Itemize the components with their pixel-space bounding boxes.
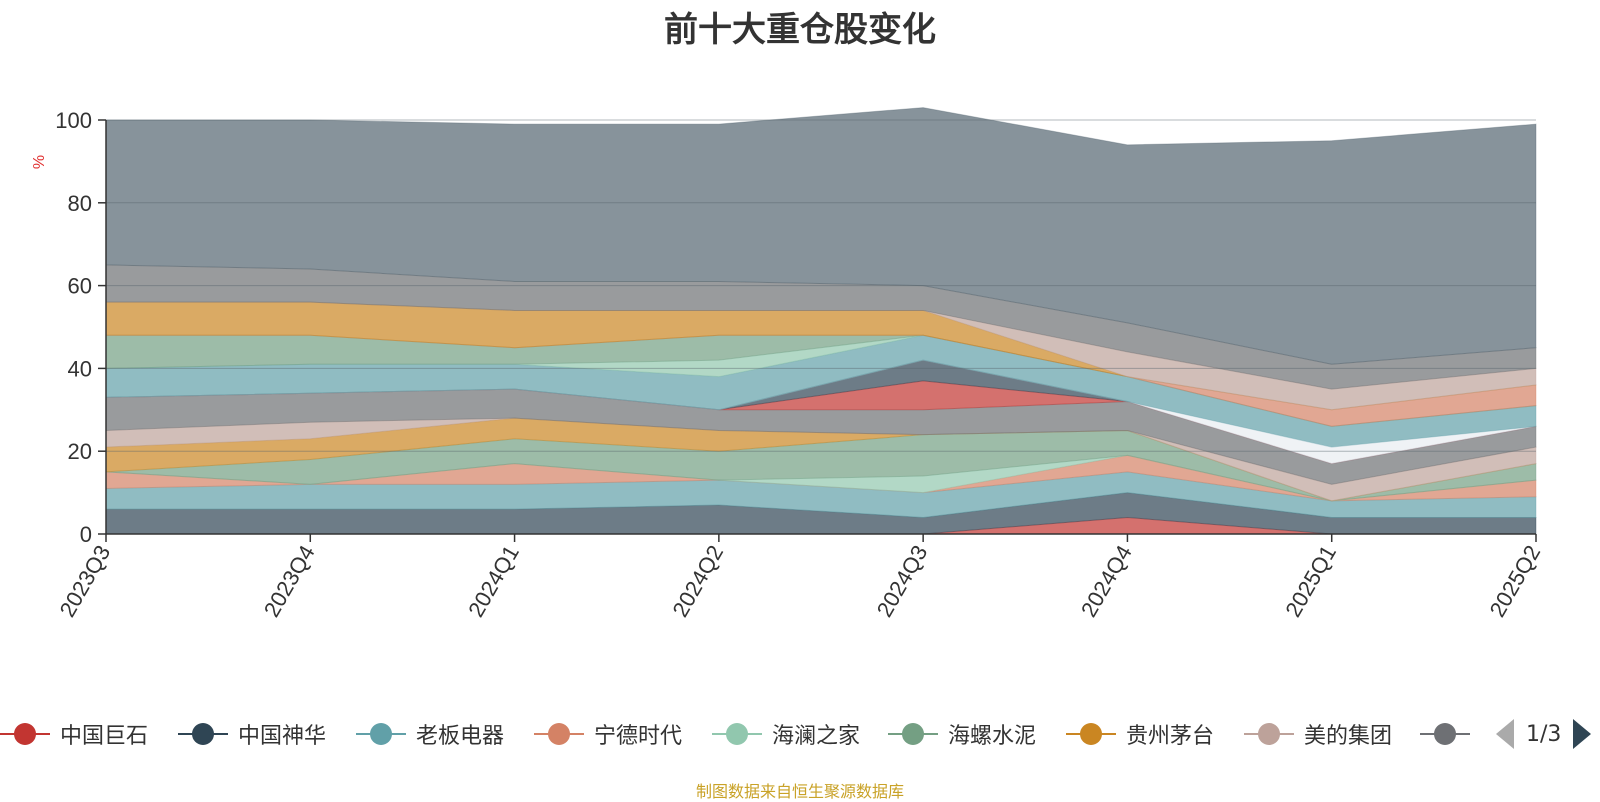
legend-item[interactable]: 老板电器 — [356, 716, 504, 752]
legend-item-label: 中国神华 — [238, 724, 327, 749]
area-series-4[interactable] — [105, 454, 1537, 502]
x-tick-label: 2023Q3 — [55, 541, 116, 621]
legend-item[interactable]: 几 — [1420, 716, 1470, 752]
legend-item[interactable]: 宁德时代 — [534, 716, 682, 752]
legend-item-label: 美的集团 — [1304, 724, 1393, 749]
y-axis-label: % — [31, 155, 48, 169]
x-tick-label: 2025Q1 — [1280, 541, 1341, 621]
legend-item-label: 中国巨石 — [60, 724, 149, 749]
legend-marker-icon — [178, 721, 228, 747]
legend: 中国巨石 中国神华 老板电器 宁德时代 海澜之家 海螺水泥 贵州茅台 美的集团 几 — [0, 716, 1470, 756]
legend-item[interactable]: 海螺水泥 — [888, 716, 1036, 752]
legend-page-indicator: 1/3 — [1526, 721, 1562, 747]
legend-item[interactable]: 中国巨石 — [0, 716, 148, 752]
legend-marker-icon — [356, 721, 406, 747]
x-tick-label: 2024Q1 — [463, 541, 524, 621]
y-tick-label: 100 — [55, 108, 92, 133]
legend-pager: 1/3 — [1496, 716, 1592, 752]
legend-marker-icon — [888, 721, 938, 747]
legend-item-label: 海螺水泥 — [948, 724, 1037, 749]
legend-item[interactable]: 贵州茅台 — [1066, 716, 1214, 752]
y-tick-label: 0 — [80, 522, 92, 547]
legend-marker-icon — [0, 721, 50, 747]
chart-title: 前十大重仓股变化 — [664, 10, 936, 50]
legend-next-page-icon[interactable] — [1573, 719, 1592, 749]
x-tick-label: 2024Q3 — [872, 541, 933, 621]
legend-marker-icon — [1244, 721, 1294, 747]
legend-item-label: 宁德时代 — [594, 724, 683, 749]
area-series-20[interactable] — [105, 107, 1537, 365]
y-tick-label: 20 — [68, 439, 92, 464]
legend-marker-icon — [712, 721, 762, 747]
legend-item-label: 海澜之家 — [772, 724, 861, 749]
area-series-8[interactable] — [105, 417, 1537, 502]
x-tick-label: 2025Q2 — [1485, 541, 1546, 621]
legend-item[interactable]: 中国神华 — [178, 716, 326, 752]
area-series-13[interactable] — [105, 334, 1537, 448]
source-note: 制图数据来自恒生聚源数据库 — [695, 782, 904, 801]
legend-marker-icon — [1066, 721, 1116, 747]
legend-prev-page-icon[interactable] — [1496, 719, 1514, 749]
legend-item-label: 贵州茅台 — [1126, 724, 1215, 749]
x-tick-label: 2023Q4 — [259, 541, 320, 621]
legend-marker-icon — [1420, 721, 1470, 747]
y-tick-label: 80 — [68, 191, 92, 216]
chart-plot: 0 20 40 60 80 100 2023Q3 2023Q4 2024Q1 2024Q2 2024… — [31, 107, 1546, 621]
legend-item[interactable]: 海澜之家 — [712, 716, 860, 752]
y-tick-label: 60 — [68, 274, 92, 299]
area-series-9[interactable] — [105, 388, 1537, 485]
x-tick-label: 2024Q4 — [1076, 541, 1137, 621]
legend-item-label: 老板电器 — [416, 724, 505, 749]
y-tick-label: 40 — [68, 356, 92, 381]
legend-marker-icon — [534, 721, 584, 747]
legend-item[interactable]: 美的集团 — [1244, 716, 1392, 752]
x-tick-label: 2024Q2 — [667, 541, 728, 621]
